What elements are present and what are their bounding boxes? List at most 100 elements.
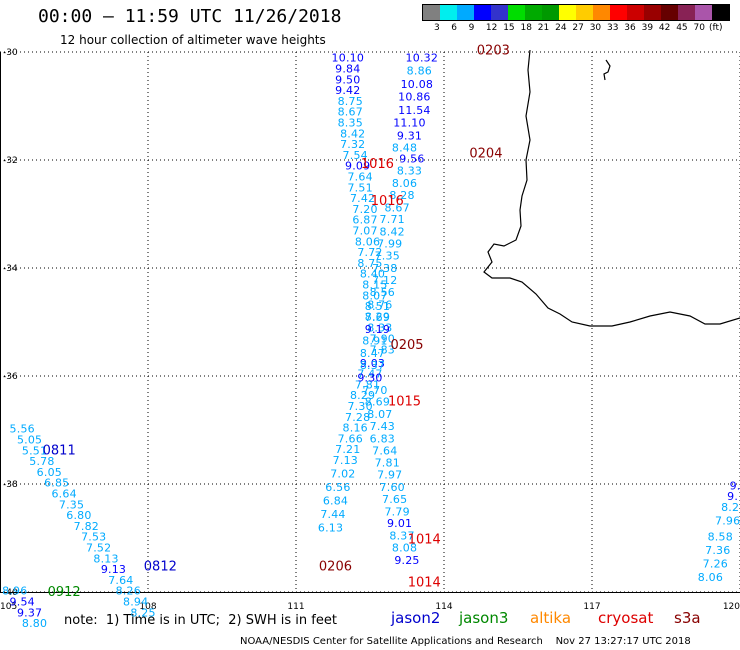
wave-height-point: 7.90 bbox=[370, 333, 395, 346]
legend-label: 15 bbox=[503, 23, 515, 33]
wave-height-point: 8.75 bbox=[338, 95, 363, 108]
footer-timestamp: Nov 27 13:27:17 UTC 2018 bbox=[555, 636, 691, 647]
wave-height-point: 8.40 bbox=[360, 268, 385, 281]
wave-height-point: 8.48 bbox=[392, 141, 417, 154]
lat-tick-label: -34 bbox=[3, 264, 18, 274]
wave-height-point: 7.44 bbox=[320, 508, 345, 521]
wave-height-point: 7.28 bbox=[345, 411, 370, 424]
lon-tick-label: 111 bbox=[287, 602, 304, 612]
wave-height-point: 6.64 bbox=[51, 488, 76, 501]
lon-tick-label: 105 bbox=[0, 602, 17, 612]
legend-swatch bbox=[712, 5, 729, 20]
legend-label: 21 bbox=[537, 23, 550, 33]
wave-height-point: 11.10 bbox=[393, 117, 426, 130]
legend-label: 33 bbox=[607, 23, 619, 33]
legend-swatch bbox=[457, 5, 474, 20]
sat-s3a: s3a bbox=[674, 609, 701, 627]
wave-height-point: 9.42 bbox=[335, 84, 360, 97]
legend-unit: (ft) bbox=[709, 23, 723, 33]
wave-height-point: 6.85 bbox=[44, 477, 69, 490]
wave-height-point: 7.83 bbox=[370, 343, 395, 356]
wave-height-point: 9.31 bbox=[397, 129, 422, 142]
legend-swatch bbox=[576, 5, 593, 20]
wave-height-point: 7.30 bbox=[347, 400, 372, 413]
wave-height-point: 8.91 bbox=[362, 335, 387, 348]
wave-height-point: 7.42 bbox=[350, 192, 375, 205]
wave-height-point: 7.81 bbox=[375, 457, 400, 470]
wave-height-point: 8.67 bbox=[338, 106, 363, 119]
wave-height-point: 6.05 bbox=[37, 466, 62, 479]
wave-height-point: 7.32 bbox=[340, 138, 365, 151]
time-label: 0203 bbox=[477, 44, 510, 59]
wave-height-point: 8.16 bbox=[343, 422, 368, 435]
wave-height-point: 7.72 bbox=[357, 246, 382, 259]
wave-height-point: 8.07 bbox=[367, 408, 392, 421]
wave-height-point: 8.58 bbox=[708, 531, 733, 544]
wave-height-point: 9.84 bbox=[335, 63, 360, 76]
wave-height-point: 7.47 bbox=[357, 368, 382, 381]
lon-tick-label: 117 bbox=[583, 602, 600, 612]
wave-height-point: 8.76 bbox=[367, 299, 392, 312]
wave-height-point: 5.78 bbox=[29, 455, 54, 468]
page-title: 00:00 – 11:59 UTC 11/26/2018 bbox=[38, 6, 342, 27]
wave-height-point: 6.80 bbox=[66, 509, 91, 522]
wave-height-point: 7.70 bbox=[362, 384, 387, 397]
wave-height-point: 7.35 bbox=[375, 249, 400, 262]
wave-height-point: 7.35 bbox=[59, 498, 84, 511]
wave-height-point: 8.26 bbox=[116, 585, 141, 598]
legend-label: 24 bbox=[555, 23, 567, 33]
wave-height-point: 8.37 bbox=[389, 530, 414, 543]
wave-height-point: 7.36 bbox=[705, 544, 730, 557]
wave-height-point: 8.06 bbox=[392, 177, 417, 190]
legend-label: 39 bbox=[641, 23, 654, 33]
wave-height-point: 7.71 bbox=[380, 213, 405, 226]
legend-label: 18 bbox=[520, 23, 532, 33]
wave-height-point: 7.64 bbox=[372, 444, 397, 457]
wave-height-point: 7.52 bbox=[86, 542, 111, 555]
wave-height-point: 9.13 bbox=[101, 563, 126, 576]
wave-height-point: 7.81 bbox=[355, 378, 380, 391]
wave-height-point: 6.83 bbox=[370, 432, 395, 445]
wave-height-point: 7.21 bbox=[335, 443, 360, 456]
wave-height-point: 7.54 bbox=[343, 149, 368, 162]
wave-height-point: 8.67 bbox=[384, 201, 409, 214]
legend-label: 27 bbox=[572, 23, 584, 33]
wave-height-point: 6.87 bbox=[352, 214, 377, 227]
wave-height-point: 7.79 bbox=[384, 505, 409, 518]
wave-height-point: 8.25 bbox=[130, 606, 155, 619]
legend-swatch bbox=[627, 5, 644, 20]
wave-height-point: 9.37 bbox=[17, 606, 42, 619]
legend-swatch bbox=[559, 5, 576, 20]
lat-tick-label: -30 bbox=[3, 48, 18, 58]
wave-height-point: 6.13 bbox=[318, 522, 343, 535]
legend-swatch bbox=[423, 5, 440, 20]
time-label: 0811 bbox=[43, 443, 76, 458]
wave-height-point: 10.86 bbox=[398, 91, 431, 104]
legend-label: 30 bbox=[589, 23, 602, 33]
wave-height-point: 9.56 bbox=[399, 153, 424, 166]
wave-height-point: 7.96 bbox=[715, 515, 740, 528]
legend-label: 36 bbox=[624, 23, 636, 33]
wave-height-point: 9. bbox=[730, 479, 740, 492]
wave-height-point: 8.86 bbox=[407, 65, 432, 78]
legend-swatch bbox=[542, 5, 559, 20]
wave-height-point: 9.25 bbox=[394, 554, 419, 567]
wave-height-point: 8.2 bbox=[721, 501, 739, 514]
australia-coastline bbox=[483, 49, 740, 327]
legend-label: 42 bbox=[658, 23, 671, 33]
legend-swatch bbox=[644, 5, 661, 20]
legend-swatch bbox=[474, 5, 491, 20]
altimeter-tracks: 10.109.849.509.428.758.678.358.427.327.5… bbox=[2, 52, 740, 630]
wave-height-point: 7.51 bbox=[347, 181, 372, 194]
footer-credit: NOAA/NESDIS Center for Satellite Applica… bbox=[240, 636, 691, 647]
sat-jason2: jason2 bbox=[391, 609, 441, 627]
time-label: 1016 bbox=[361, 157, 394, 172]
wave-height-point: 9.30 bbox=[357, 371, 382, 384]
wave-height-point: 9.54 bbox=[10, 596, 35, 609]
wave-height-point: 7.69 bbox=[365, 311, 390, 324]
legend-swatch bbox=[678, 5, 695, 20]
wave-height-point: 8.07 bbox=[362, 289, 387, 302]
legend-label: 9 bbox=[468, 23, 475, 33]
legend-swatches bbox=[422, 4, 730, 21]
